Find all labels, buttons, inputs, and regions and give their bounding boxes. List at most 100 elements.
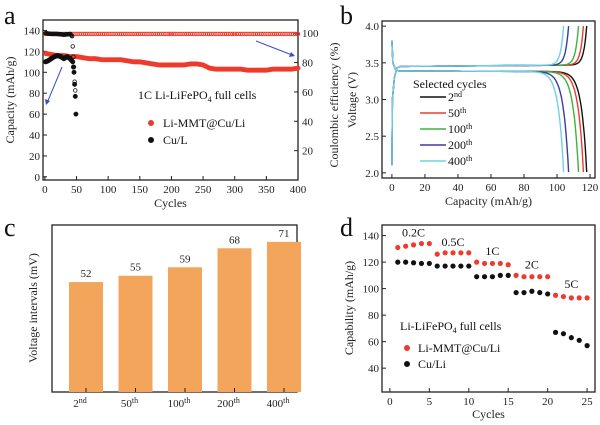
a-y-tick-label: 120: [24, 46, 41, 58]
a-data-point: [70, 59, 76, 65]
d-data-point: [513, 272, 519, 278]
b-x-tick-label: 20: [419, 182, 431, 194]
c-bar: [118, 275, 153, 392]
panel-a: 0 50 100 150 200 250 300 350 400 0 20 40 60 80 100 120 1…: [3, 19, 341, 210]
d-data-point: [458, 263, 464, 269]
d-data-point: [537, 274, 543, 280]
d-data-point: [466, 250, 472, 256]
a-data-point: [71, 64, 77, 70]
a-legend-marker-black: [148, 137, 154, 143]
a-x-axis-label: Cycles: [154, 196, 187, 210]
b-x-tick-label: 0: [389, 182, 395, 194]
b-y-tick-label: 2.5: [365, 131, 379, 143]
c-bar: [168, 267, 202, 392]
d-data-point: [450, 250, 456, 256]
d-y-axis-label: Capability (mAh/g): [342, 261, 356, 355]
b-x-tick-label: 120: [582, 182, 599, 194]
a-y-tick-label: 0: [35, 172, 41, 184]
a-x-tick-label: 150: [132, 184, 149, 196]
d-y-tick-label: 60: [368, 337, 380, 349]
d-data-point: [434, 251, 440, 257]
a-y-axis-label: Capacity (mAh/g): [3, 57, 17, 144]
d-data-point: [426, 260, 432, 267]
d-data-point: [537, 289, 543, 296]
a-data-point: [229, 31, 235, 37]
d-legend-marker-black: [404, 361, 410, 367]
d-data-point: [442, 250, 448, 256]
c-x-tick-label: 2nd: [73, 396, 87, 410]
a-x-tick-label: 400: [290, 184, 307, 196]
d-data-point: [458, 250, 464, 256]
d-x-tick-label: 25: [582, 396, 594, 408]
a-y-tick-label: 20: [29, 151, 41, 163]
d-data-point: [584, 343, 590, 349]
d-x-axis-label: Cycles: [472, 407, 505, 421]
d-data-point: [442, 263, 448, 269]
d-data-point: [552, 329, 559, 335]
a-y2-tick-label: 40: [302, 116, 314, 128]
d-data-point: [481, 260, 488, 267]
d-data-point: [560, 293, 567, 300]
a-data-point: [73, 111, 79, 117]
d-data-point: [545, 291, 551, 297]
a-data-point: [69, 33, 75, 39]
d-rate-label: 5C: [564, 277, 578, 291]
d-data-point: [584, 295, 590, 301]
d-y-tick-label: 40: [368, 363, 380, 375]
c-bar-value-label: 71: [279, 228, 290, 240]
a-y2-axis-label: Coulombic efficiency (%): [327, 42, 341, 167]
a-y-tick-label: 60: [29, 109, 41, 121]
a-legend-label: Li-MMT@Cu/Li: [163, 116, 246, 130]
d-rate-label: 2C: [525, 257, 539, 271]
d-x-tick-label: 10: [463, 396, 475, 408]
b-x-axis-label: Capacity (mAh/g): [445, 194, 532, 208]
d-data-point: [545, 274, 551, 280]
a-x-tick-label: 100: [100, 184, 117, 196]
panel-d: 0 5 10 15 20 25 40 60 80 100 120 140 Cycles Capabilit…: [342, 224, 596, 421]
b-y-tick-label: 4.0: [365, 21, 379, 33]
d-data-point: [450, 263, 456, 269]
c-x-tick-label: 50th: [121, 396, 138, 410]
d-data-point: [403, 259, 409, 265]
a-data-point: [293, 31, 298, 37]
a-data-point: [72, 79, 77, 84]
a-y2-tick-label: 60: [302, 87, 314, 99]
d-data-point: [576, 295, 582, 301]
b-y-axis-label: Voltage (V): [345, 72, 359, 128]
a-y-tick-label: 80: [29, 88, 41, 100]
b-legend-label: 50th: [448, 106, 466, 120]
b-x-tick-label: 100: [549, 182, 566, 194]
b-x-tick-label: 60: [485, 182, 497, 194]
a-x-tick-label: 300: [226, 184, 243, 196]
d-rate-label: 1C: [485, 244, 499, 258]
a-arrow-right-head: [289, 52, 295, 57]
a-y2-tick-label: 100: [302, 28, 319, 40]
d-legend-label: Cu/Li: [418, 357, 447, 371]
panel-label-c: c: [4, 213, 16, 242]
d-y-tick-label: 120: [363, 257, 380, 269]
d-data-point: [395, 259, 401, 265]
d-x-tick-label: 20: [542, 396, 554, 408]
d-data-point: [497, 272, 503, 278]
d-data-point: [568, 295, 574, 301]
a-data-point: [70, 44, 75, 49]
d-data-point: [529, 274, 535, 280]
d-data-point: [489, 260, 496, 267]
a-x-tick-label: 250: [195, 184, 212, 196]
a-x-tick-label: 50: [71, 184, 83, 196]
c-x-tick-label: 200th: [217, 396, 240, 410]
a-arrow-left-head: [45, 99, 50, 105]
panel-label-a: a: [4, 1, 16, 30]
c-y-axis-label: Voltage intervals (mV): [26, 253, 40, 363]
a-y-tick-label: 100: [24, 67, 41, 79]
b-x-tick-label: 80: [519, 182, 531, 194]
b-charge-curve-100: [391, 26, 580, 166]
a-y2-tick-label: 80: [302, 58, 314, 70]
b-legend-label: 2nd: [448, 90, 462, 104]
c-x-tick-label: 100th: [168, 396, 191, 410]
d-plot-frame: [381, 224, 596, 393]
b-y-tick-label: 2.0: [365, 168, 379, 180]
a-legend-marker-red: [148, 120, 154, 126]
d-data-point: [529, 288, 535, 294]
